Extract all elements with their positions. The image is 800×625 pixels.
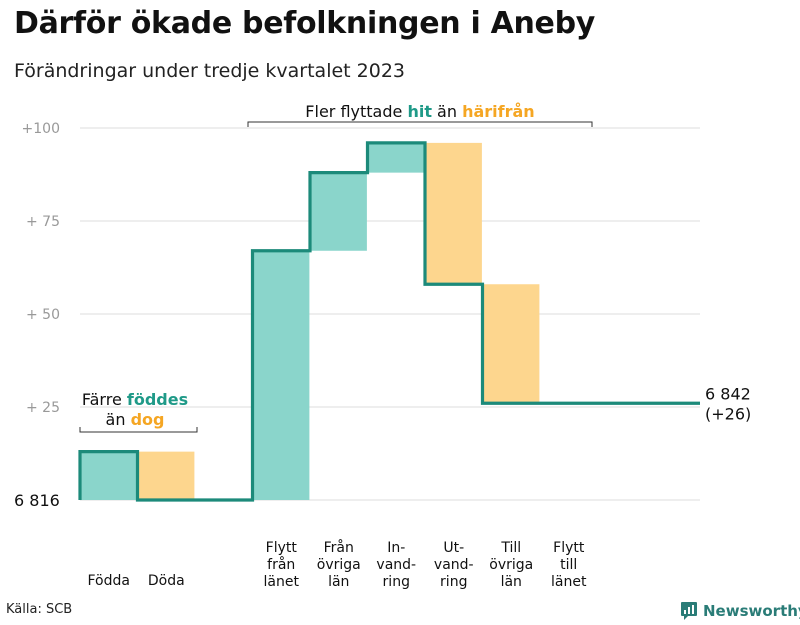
bar: [310, 172, 367, 251]
category-label: Flytt: [553, 540, 585, 556]
moves-annotation-text: än: [432, 102, 462, 121]
births-annotation-text: Färre: [82, 390, 127, 409]
chart-subtitle: Förändringar under tredje kvartalet 2023: [14, 60, 406, 82]
category-label: länet: [264, 574, 300, 590]
step-line: [78, 141, 700, 502]
newsworthy-logo-icon: [681, 602, 697, 620]
bar: [425, 142, 482, 285]
bar-layer: [80, 142, 540, 500]
bar: [80, 451, 137, 500]
brand-name: Newsworthy: [703, 602, 800, 620]
category-label: Födda: [88, 573, 130, 589]
source-note: Källa: SCB: [6, 602, 73, 617]
start-value-label: 6 816: [14, 491, 60, 510]
label-layer: Födda DödaFlyttfrånlänetFrånövrigalänIn-v…: [14, 384, 751, 590]
y-tick-label: + 50: [26, 307, 60, 323]
moves-annotation-highlight-out: härifrån: [462, 102, 535, 121]
births-annotation-highlight: föddes: [127, 390, 188, 409]
births-annotation-line2: än dog: [106, 410, 165, 429]
category-label: vand-: [434, 557, 474, 573]
line-layer: [78, 141, 700, 502]
births-bracket: [79, 427, 198, 433]
category-label: från: [267, 556, 295, 573]
category-label: Flytt: [266, 540, 298, 556]
births-annotation-text: än: [106, 410, 131, 429]
y-tick-label: + 25: [26, 400, 60, 416]
category-label: Från: [324, 539, 354, 556]
y-tick-label: +100: [22, 121, 60, 137]
births-annotation-line1: Färre föddes: [82, 390, 188, 409]
moves-annotation-text: Fler flyttade: [305, 102, 407, 121]
bar: [368, 142, 425, 173]
category-label: länet: [551, 574, 587, 590]
category-label: län: [501, 574, 522, 590]
category-label: ring: [383, 574, 410, 590]
category-label: Döda: [148, 573, 185, 589]
category-label: vand-: [376, 557, 416, 573]
category-label: In-: [387, 540, 405, 556]
bar: [253, 250, 310, 500]
brand-logo: Newsworthy: [680, 601, 800, 621]
category-label: övriga: [317, 557, 361, 573]
moves-annotation-highlight-in: hit: [407, 102, 432, 121]
category-label: län: [328, 574, 349, 590]
chart-title: Därför ökade befolkningen i Aneby: [14, 6, 596, 41]
category-label: övriga: [489, 557, 533, 573]
y-tick-label: + 75: [26, 214, 60, 230]
end-change-label: (+26): [705, 404, 751, 423]
moves-bracket: [247, 121, 593, 127]
bar: [483, 284, 540, 404]
category-label: Ut-: [443, 540, 464, 556]
moves-annotation: Fler flyttade hit än härifrån: [305, 102, 534, 121]
grid-layer: +100 + 75 + 50 + 25: [22, 121, 700, 501]
bar: [138, 451, 195, 500]
deaths-annotation-highlight: dog: [131, 410, 165, 429]
category-label: till: [560, 557, 577, 573]
category-label: ring: [440, 574, 467, 590]
category-label: Till: [500, 540, 521, 556]
end-value-label: 6 842: [705, 384, 751, 403]
